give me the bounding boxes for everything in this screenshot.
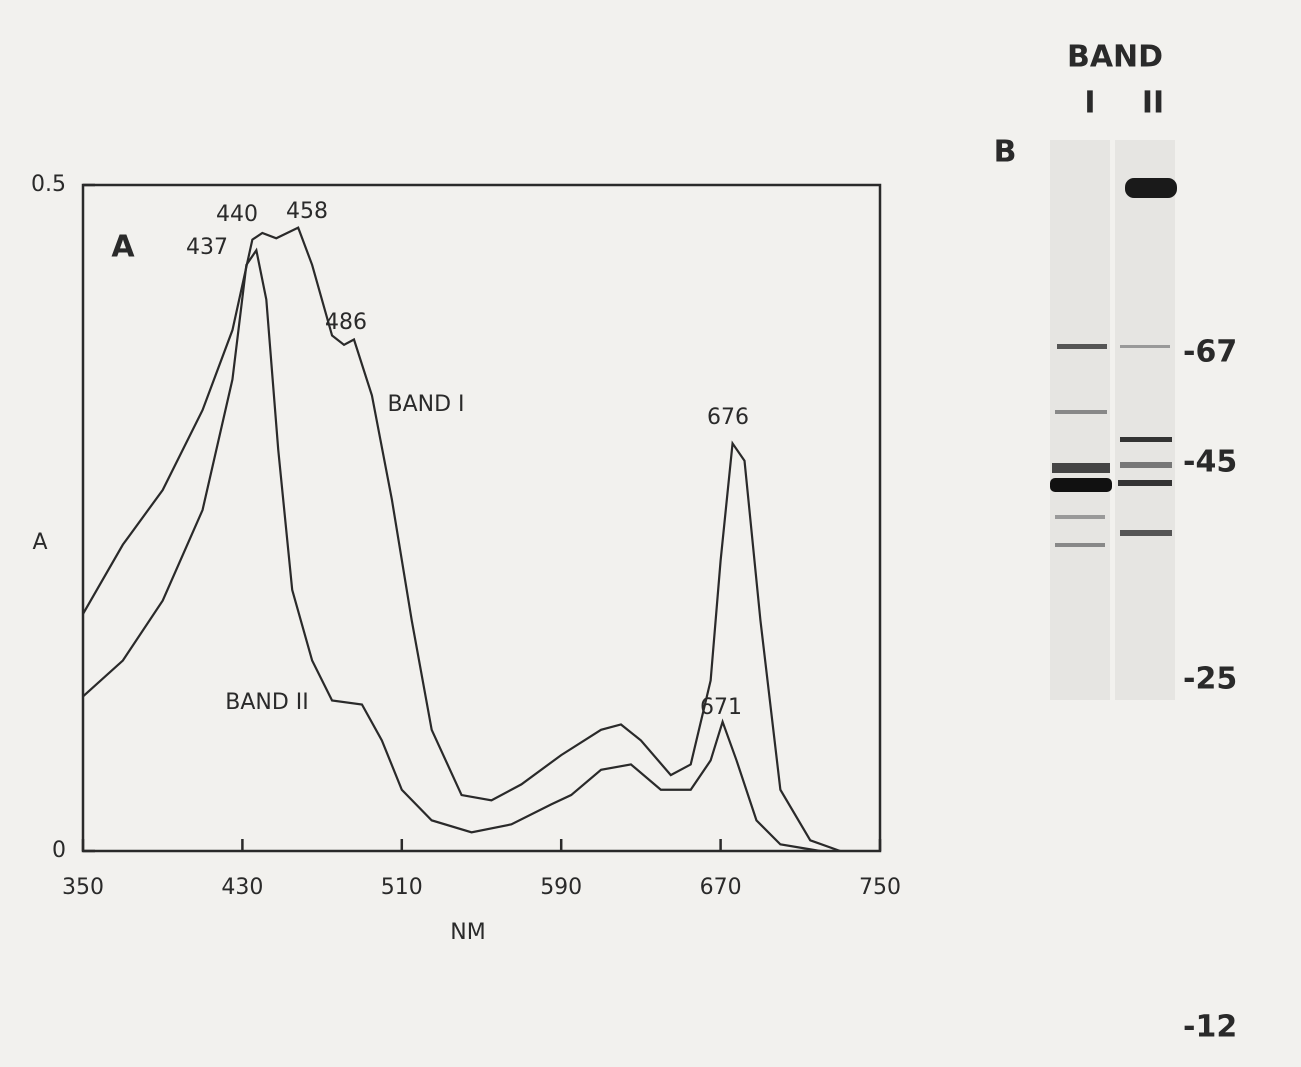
gel-band — [1120, 437, 1172, 442]
panel-label: B — [994, 135, 1017, 170]
gel-band — [1057, 344, 1107, 349]
x-tick-label: 590 — [540, 875, 582, 900]
gel-band — [1050, 478, 1112, 492]
gel-band — [1118, 480, 1172, 486]
gel-band — [1055, 410, 1107, 414]
x-tick-label: 430 — [221, 875, 263, 900]
gel-band — [1125, 178, 1177, 198]
gel-title: BAND — [1067, 40, 1163, 75]
marker-label: -12 — [1183, 1010, 1237, 1045]
gel-band — [1055, 515, 1105, 519]
peak-label: 437 — [186, 235, 228, 260]
peak-label: 676 — [707, 405, 749, 430]
x-tick-label: 670 — [700, 875, 742, 900]
x-tick-label: 750 — [859, 875, 901, 900]
peak-label: 440 — [216, 202, 258, 227]
figure: A A NM BAND I BAND II B BAND I II -67 -4… — [0, 0, 1301, 1067]
series-label: BAND II — [225, 690, 309, 715]
marker-label: -25 — [1183, 662, 1237, 697]
gel-band — [1120, 345, 1170, 348]
lane-label: II — [1142, 86, 1164, 121]
gel-band — [1120, 462, 1172, 468]
marker-label: -45 — [1183, 445, 1237, 480]
x-axis-label: NM — [450, 920, 485, 945]
peak-label: 671 — [700, 695, 742, 720]
gel-band — [1120, 530, 1172, 536]
y-tick-label: 0.5 — [31, 172, 66, 197]
lane-label: I — [1084, 86, 1095, 121]
gel-lane — [1050, 140, 1110, 700]
page: A A NM BAND I BAND II B BAND I II -67 -4… — [0, 0, 1301, 1067]
gel-band — [1052, 463, 1110, 473]
panel-label: A — [111, 230, 135, 265]
peak-label: 486 — [325, 310, 367, 335]
x-tick-label: 510 — [381, 875, 423, 900]
series-label: BAND I — [387, 392, 464, 417]
x-tick-label: 350 — [62, 875, 104, 900]
gel-band — [1055, 543, 1105, 547]
peak-label: 458 — [286, 199, 328, 224]
y-tick-label: 0 — [52, 838, 66, 863]
gel-lane — [1115, 140, 1175, 700]
marker-label: -67 — [1183, 335, 1237, 370]
y-axis-label: A — [32, 530, 47, 555]
